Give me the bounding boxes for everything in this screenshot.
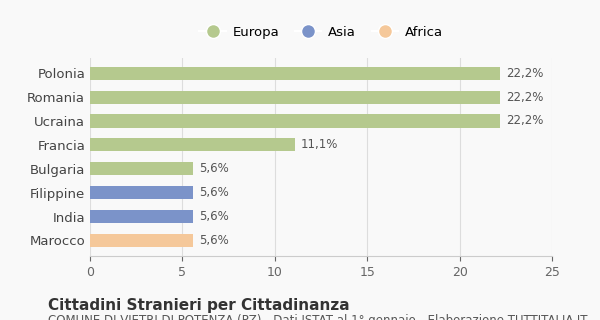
Bar	[90, 114, 500, 128]
Legend: Europa, Asia, Africa: Europa, Asia, Africa	[194, 20, 448, 44]
Text: 11,1%: 11,1%	[301, 138, 338, 151]
Bar	[90, 186, 193, 199]
Text: 5,6%: 5,6%	[199, 210, 229, 223]
Text: 22,2%: 22,2%	[506, 115, 543, 127]
Bar	[90, 67, 500, 80]
Text: COMUNE DI VIETRI DI POTENZA (PZ) - Dati ISTAT al 1° gennaio - Elaborazione TUTTI: COMUNE DI VIETRI DI POTENZA (PZ) - Dati …	[48, 314, 587, 320]
Text: 5,6%: 5,6%	[199, 234, 229, 247]
Text: Cittadini Stranieri per Cittadinanza: Cittadini Stranieri per Cittadinanza	[48, 298, 350, 313]
Text: 22,2%: 22,2%	[506, 67, 543, 80]
Bar	[90, 91, 500, 104]
Bar	[90, 162, 193, 175]
Text: 5,6%: 5,6%	[199, 186, 229, 199]
Text: 22,2%: 22,2%	[506, 91, 543, 104]
Bar	[90, 234, 193, 247]
Text: 5,6%: 5,6%	[199, 162, 229, 175]
Bar	[90, 210, 193, 223]
Bar	[90, 138, 295, 151]
